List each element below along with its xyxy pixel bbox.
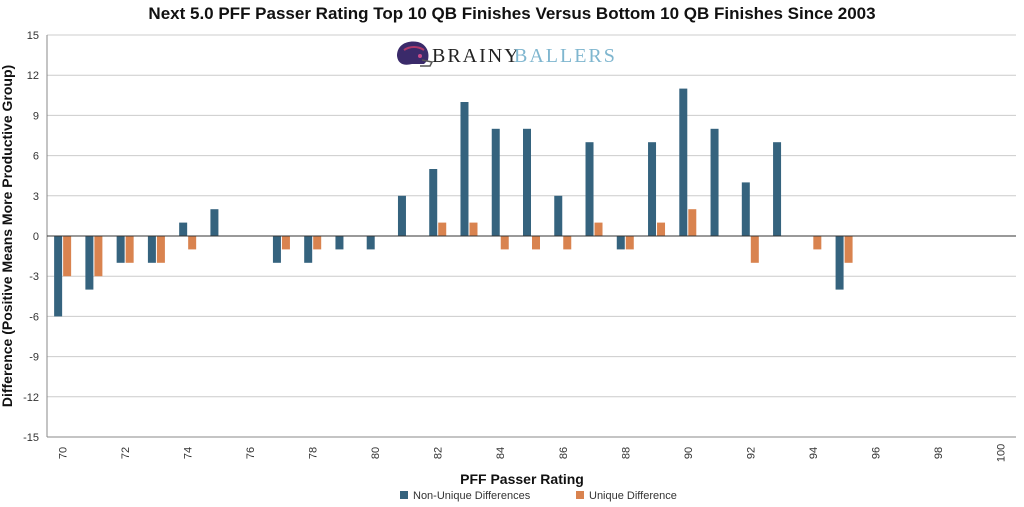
y-tick-label: -6 xyxy=(29,311,39,323)
x-tick-label: 100 xyxy=(995,444,1007,462)
legend-swatch-unique xyxy=(576,491,584,499)
bar-unique xyxy=(532,236,540,250)
bar-non-unique xyxy=(523,128,531,236)
bar-unique xyxy=(500,236,509,250)
bar-unique xyxy=(281,236,290,250)
bar-non-unique xyxy=(773,142,782,236)
bar-unique xyxy=(594,222,603,236)
bar-non-unique xyxy=(554,195,563,236)
bar-non-unique xyxy=(616,236,625,250)
x-axis-label: PFF Passer Rating xyxy=(460,471,584,487)
bar-unique xyxy=(469,222,478,236)
bar-unique xyxy=(688,209,697,236)
y-axis-ticks: 15 12 9 6 3 0 -3 -6 -9 -12 -15 xyxy=(23,30,39,444)
legend-swatch-non-unique xyxy=(400,491,408,499)
bar-non-unique xyxy=(147,236,156,263)
bar-non-unique xyxy=(116,236,125,263)
y-tick-label: -12 xyxy=(23,392,39,404)
x-tick-label: 78 xyxy=(308,447,320,459)
bar-unique xyxy=(438,222,447,236)
bar-non-unique xyxy=(648,142,657,236)
bar-unique xyxy=(563,236,572,250)
x-tick-label: 74 xyxy=(183,447,195,459)
bar-unique xyxy=(94,236,103,277)
bar-non-unique xyxy=(304,236,313,263)
bar-non-unique xyxy=(460,102,469,236)
bar-unique xyxy=(188,236,197,250)
y-tick-label: 3 xyxy=(33,191,39,203)
y-tick-label: 6 xyxy=(33,151,39,163)
axes xyxy=(46,35,1016,438)
x-tick-label: 94 xyxy=(808,447,820,459)
bar-non-unique xyxy=(335,236,344,250)
bar-non-unique xyxy=(741,182,750,236)
bar-non-unique xyxy=(85,236,94,290)
x-tick-label: 72 xyxy=(120,447,132,459)
x-tick-label: 96 xyxy=(870,447,882,459)
y-tick-label: 12 xyxy=(27,70,39,82)
x-tick-label: 90 xyxy=(683,447,695,459)
x-tick-label: 80 xyxy=(370,447,382,459)
bar-unique xyxy=(313,236,322,250)
y-tick-label: -15 xyxy=(23,432,39,444)
bar-non-unique xyxy=(835,236,844,290)
bar-non-unique xyxy=(429,169,438,236)
legend: Non-Unique Differences Unique Difference xyxy=(400,490,677,502)
y-tick-label: 0 xyxy=(33,231,39,243)
chart-title: Next 5.0 PFF Passer Rating Top 10 QB Fin… xyxy=(148,4,875,23)
x-tick-label: 84 xyxy=(495,447,507,459)
bar-unique xyxy=(813,236,822,250)
y-tick-label: 9 xyxy=(33,110,39,122)
bar-non-unique xyxy=(491,128,500,236)
brainy-ballers-logo: BRAINY BALLERS xyxy=(397,41,617,67)
y-tick-label: 15 xyxy=(27,30,39,42)
bar-unique xyxy=(156,236,165,263)
bar-non-unique xyxy=(210,209,219,236)
legend-label-unique: Unique Difference xyxy=(589,490,677,502)
x-tick-label: 82 xyxy=(433,447,445,459)
bar-unique xyxy=(657,222,666,236)
bar-unique xyxy=(125,236,134,263)
bar-unique xyxy=(625,236,634,250)
x-axis-ticks: 70 72 74 76 78 80 82 84 86 88 90 92 94 96 98 100 xyxy=(58,444,1008,462)
bar-non-unique xyxy=(366,236,375,250)
bar-unique xyxy=(844,236,853,263)
football-helmet-icon xyxy=(397,41,434,67)
bar-non-unique xyxy=(710,128,719,236)
x-tick-label: 76 xyxy=(245,447,257,459)
x-tick-label: 88 xyxy=(620,447,632,459)
legend-label-non-unique: Non-Unique Differences xyxy=(413,490,531,502)
bar-unique xyxy=(63,236,72,277)
bar-non-unique xyxy=(272,236,281,263)
y-tick-label: -3 xyxy=(29,271,39,283)
x-tick-label: 70 xyxy=(58,447,70,459)
x-tick-label: 98 xyxy=(933,447,945,459)
bar-non-unique xyxy=(397,195,406,236)
y-axis-label: Difference (Positive Means More Producti… xyxy=(0,65,15,407)
y-tick-label: -9 xyxy=(29,352,39,364)
x-tick-label: 86 xyxy=(558,447,570,459)
logo-text-ballers: BALLERS xyxy=(514,45,617,67)
logo-text-brainy: BRAINY xyxy=(432,45,521,67)
bar-non-unique xyxy=(54,236,63,317)
bar-non-unique xyxy=(179,222,188,236)
bar-non-unique xyxy=(585,142,594,236)
bar-non-unique xyxy=(679,88,688,236)
bars xyxy=(54,88,853,317)
x-tick-label: 92 xyxy=(745,447,757,459)
bar-unique xyxy=(750,236,759,263)
